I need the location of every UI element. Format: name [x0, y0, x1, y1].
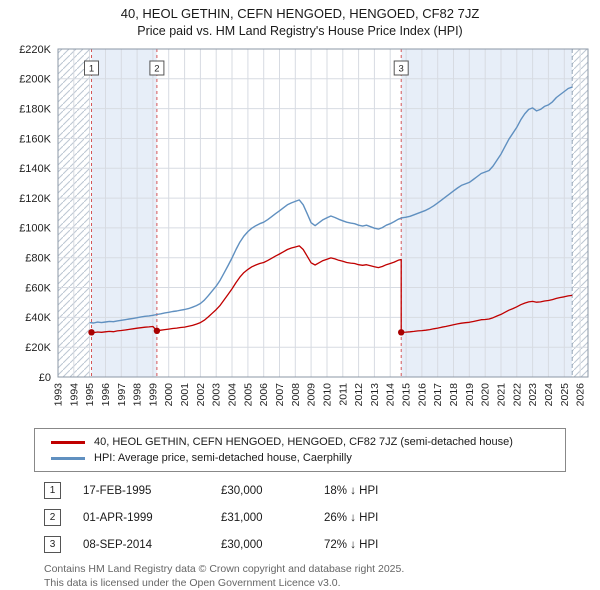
svg-text:2015: 2015 [401, 383, 413, 407]
svg-text:1993: 1993 [53, 383, 65, 407]
svg-text:2017: 2017 [432, 383, 444, 407]
svg-text:1: 1 [89, 64, 94, 75]
page-subtitle: Price paid vs. HM Land Registry's House … [137, 23, 463, 38]
svg-text:£140K: £140K [19, 163, 51, 175]
svg-text:2001: 2001 [179, 383, 191, 407]
svg-text:£100K: £100K [19, 223, 51, 235]
price-chart: 1993 1994 1995 1996 1997 1998 1999 2000 2001 2002… [0, 41, 600, 424]
transaction-row: 3 08-SEP-2014 £30,000 72% ↓ HPI [44, 536, 600, 554]
svg-text:2014: 2014 [385, 383, 397, 407]
transaction-hpi-delta: 26% ↓ HPI [324, 511, 379, 524]
transaction-date: 08-SEP-2014 [83, 538, 153, 551]
svg-text:2: 2 [154, 64, 159, 75]
svg-text:1995: 1995 [84, 383, 96, 407]
svg-text:2013: 2013 [369, 383, 381, 407]
transaction-hpi-delta: 72% ↓ HPI [324, 538, 379, 551]
svg-text:£120K: £120K [19, 193, 51, 205]
svg-text:2024: 2024 [543, 383, 555, 407]
svg-text:2025: 2025 [559, 383, 571, 407]
svg-text:£20K: £20K [25, 342, 51, 354]
svg-text:1998: 1998 [132, 383, 144, 407]
transaction-number-badge: 2 [44, 509, 61, 527]
svg-text:2021: 2021 [496, 383, 508, 407]
svg-text:£80K: £80K [25, 253, 51, 265]
transaction-number-badge: 1 [44, 482, 61, 500]
svg-text:£40K: £40K [25, 312, 51, 324]
svg-text:1996: 1996 [100, 383, 112, 407]
svg-text:£0: £0 [39, 372, 51, 384]
legend-label: 40, HEOL GETHIN, CEFN HENGOED, HENGOED, … [94, 436, 513, 449]
svg-text:2002: 2002 [195, 383, 207, 407]
svg-text:2011: 2011 [337, 383, 349, 406]
transaction-row: 2 01-APR-1999 £31,000 26% ↓ HPI [44, 509, 600, 527]
svg-text:£200K: £200K [19, 74, 51, 86]
svg-text:2003: 2003 [211, 383, 223, 407]
svg-text:£180K: £180K [19, 104, 51, 116]
legend-item-hpi: HPI: Average price, semi-detached house,… [43, 450, 557, 466]
svg-text:2008: 2008 [290, 383, 302, 407]
svg-text:£160K: £160K [19, 133, 51, 145]
transaction-date: 17-FEB-1995 [83, 484, 152, 497]
svg-text:2019: 2019 [464, 383, 476, 407]
page-title: 40, HEOL GETHIN, CEFN HENGOED, HENGOED, … [120, 6, 480, 21]
svg-text:2016: 2016 [416, 383, 428, 407]
transaction-hpi-delta: 18% ↓ HPI [324, 484, 379, 497]
legend-label: HPI: Average price, semi-detached house,… [94, 452, 352, 465]
svg-text:1994: 1994 [68, 383, 80, 407]
svg-text:1997: 1997 [116, 383, 128, 407]
svg-text:2006: 2006 [258, 383, 270, 407]
license-footer: Contains HM Land Registry data © Crown c… [44, 563, 600, 590]
footer-line-2: This data is licensed under the Open Gov… [44, 576, 341, 589]
transaction-price: £31,000 [221, 511, 263, 524]
transaction-table: 1 17-FEB-1995 £30,000 18% ↓ HPI 2 01-APR… [44, 482, 600, 554]
svg-text:2022: 2022 [511, 383, 523, 407]
svg-text:2012: 2012 [353, 383, 365, 407]
svg-text:2007: 2007 [274, 383, 286, 407]
transaction-date: 01-APR-1999 [83, 511, 153, 524]
svg-text:2004: 2004 [227, 383, 239, 407]
title-block: 40, HEOL GETHIN, CEFN HENGOED, HENGOED, … [0, 6, 600, 39]
svg-text:2010: 2010 [322, 383, 334, 407]
transaction-price: £30,000 [221, 538, 263, 551]
property-line-swatch [51, 440, 85, 444]
svg-text:2009: 2009 [306, 383, 318, 407]
footer-line-1: Contains HM Land Registry data © Crown c… [44, 563, 405, 576]
transaction-number-badge: 3 [44, 536, 61, 554]
svg-text:2005: 2005 [242, 383, 254, 407]
svg-text:2000: 2000 [163, 383, 175, 407]
svg-text:1999: 1999 [147, 383, 159, 407]
svg-text:2018: 2018 [448, 383, 460, 407]
hpi-line-swatch [51, 456, 85, 460]
svg-text:2026: 2026 [575, 383, 587, 407]
legend-item-property: 40, HEOL GETHIN, CEFN HENGOED, HENGOED, … [43, 434, 557, 450]
price-vs-hpi-svg: 1993 1994 1995 1996 1997 1998 1999 2000 2001 2002… [19, 44, 589, 407]
svg-text:£60K: £60K [25, 282, 51, 294]
svg-text:£220K: £220K [19, 44, 51, 56]
transaction-price: £30,000 [221, 484, 263, 497]
svg-text:3: 3 [399, 64, 404, 75]
chart-legend: 40, HEOL GETHIN, CEFN HENGOED, HENGOED, … [34, 428, 566, 473]
svg-text:2023: 2023 [527, 383, 539, 407]
svg-text:2020: 2020 [480, 383, 492, 407]
transaction-row: 1 17-FEB-1995 £30,000 18% ↓ HPI [44, 482, 600, 500]
